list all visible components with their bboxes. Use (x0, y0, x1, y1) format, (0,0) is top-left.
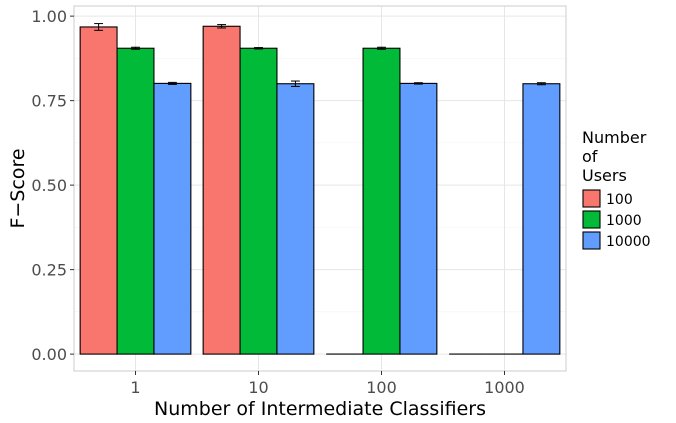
legend-title: Users (582, 166, 627, 185)
y-tick-label: 1.00 (31, 7, 67, 26)
y-tick-label: 0.50 (31, 176, 67, 195)
bar (239, 47, 278, 355)
y-axis-title: F−Score (7, 148, 29, 228)
x-tick-label: 1000 (484, 378, 525, 397)
x-tick-label: 10 (248, 378, 268, 397)
panel-border (73, 5, 567, 372)
bar (202, 25, 241, 355)
y-tick-label: 0.00 (31, 345, 67, 364)
bar (79, 26, 118, 355)
legend-key (582, 189, 601, 208)
legend-key (582, 231, 601, 250)
legend-title: of (582, 147, 598, 166)
bar (362, 47, 401, 355)
legend-key (582, 210, 601, 229)
bar (276, 83, 315, 355)
y-tick-label: 0.25 (31, 261, 67, 280)
x-tick-label: 1 (130, 378, 140, 397)
legend-label: 1000 (606, 213, 642, 229)
bar (153, 82, 192, 355)
legend-label: 10000 (606, 234, 651, 250)
x-tick-label: 100 (366, 378, 397, 397)
bar (522, 83, 561, 355)
bar (399, 82, 438, 355)
x-axis-title: Number of Intermediate Classifiers (154, 398, 486, 420)
bar (116, 47, 155, 355)
legend-title: Number (582, 128, 647, 147)
y-tick-label: 0.75 (31, 92, 67, 111)
legend-label: 100 (606, 192, 633, 208)
